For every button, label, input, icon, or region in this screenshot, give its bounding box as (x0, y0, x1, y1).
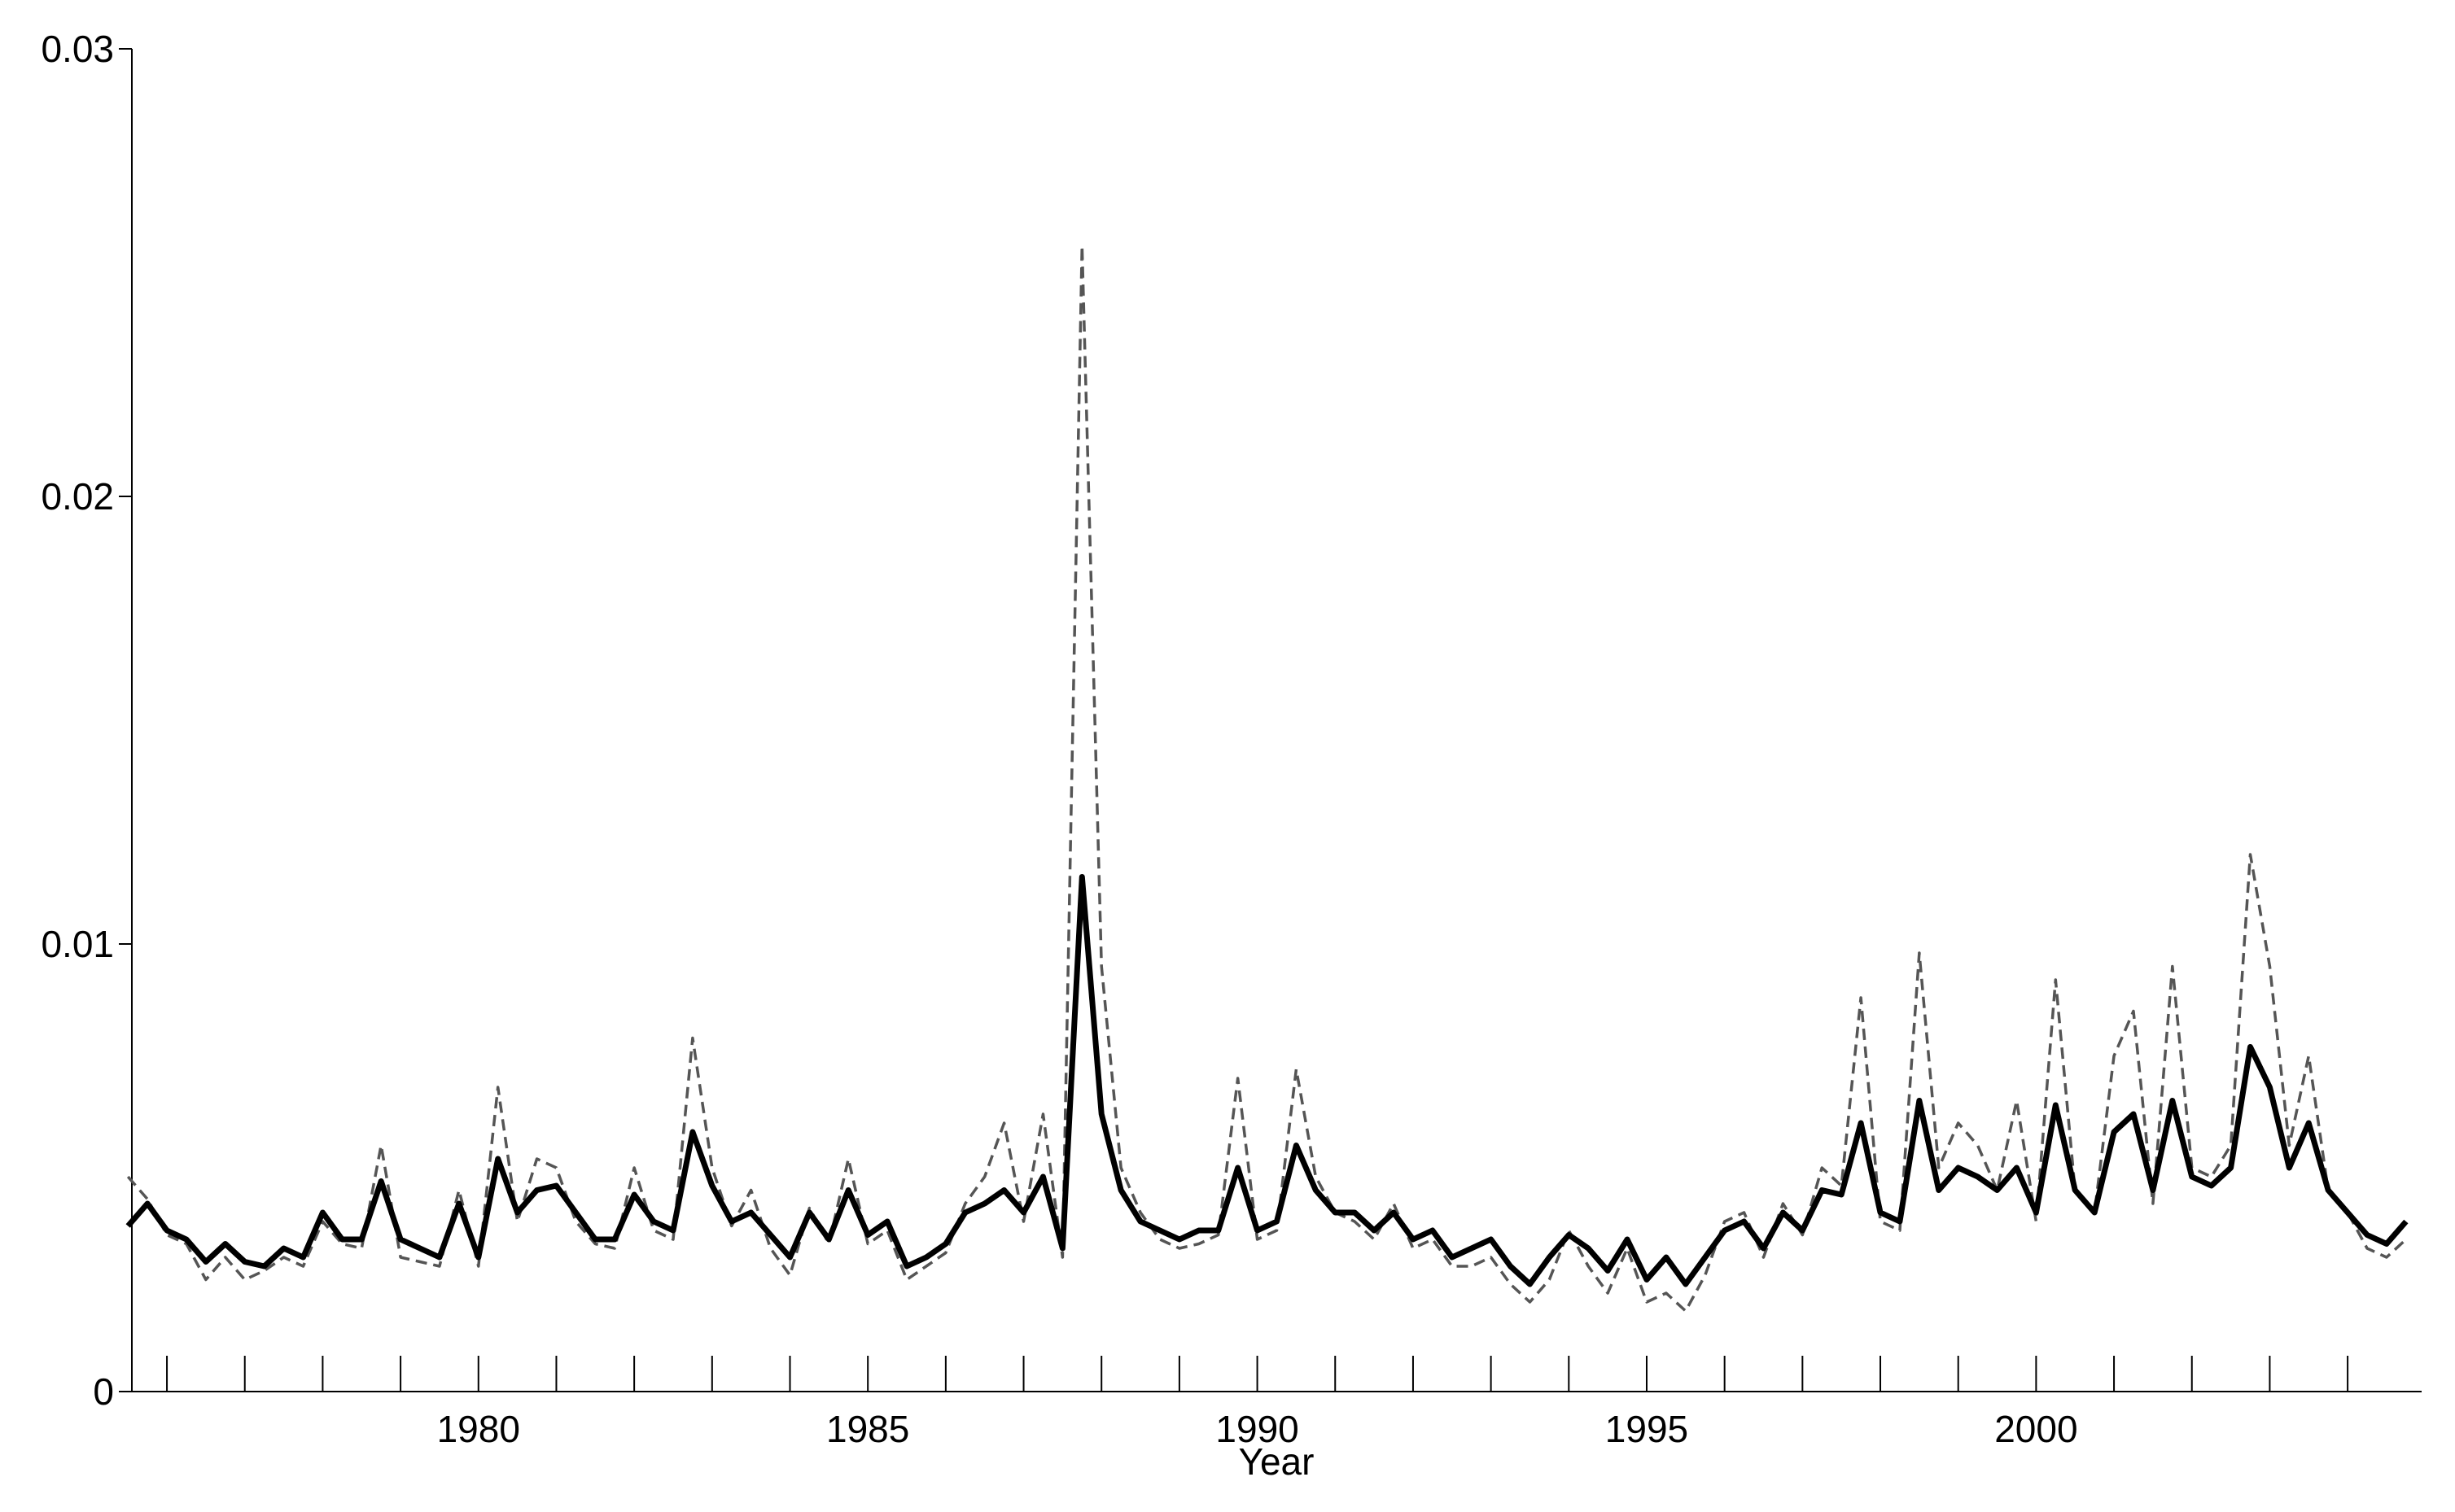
y-tick-label: 0.01 (41, 923, 114, 965)
x-tick-label: 1985 (826, 1408, 909, 1450)
y-tick-label: 0.02 (41, 475, 114, 518)
x-tick-label: 1995 (1605, 1408, 1688, 1450)
y-tick-label: 0 (93, 1370, 114, 1413)
x-tick-label: 2000 (1994, 1408, 2077, 1450)
solid-line (125, 874, 2409, 1287)
dashed-line (126, 244, 2408, 1313)
x-tick-label: 1990 (1215, 1408, 1298, 1450)
x-axis-label: Year (1239, 1440, 1315, 1483)
x-tick-label: 1980 (437, 1408, 520, 1450)
y-tick-label: 0.03 (41, 28, 114, 70)
